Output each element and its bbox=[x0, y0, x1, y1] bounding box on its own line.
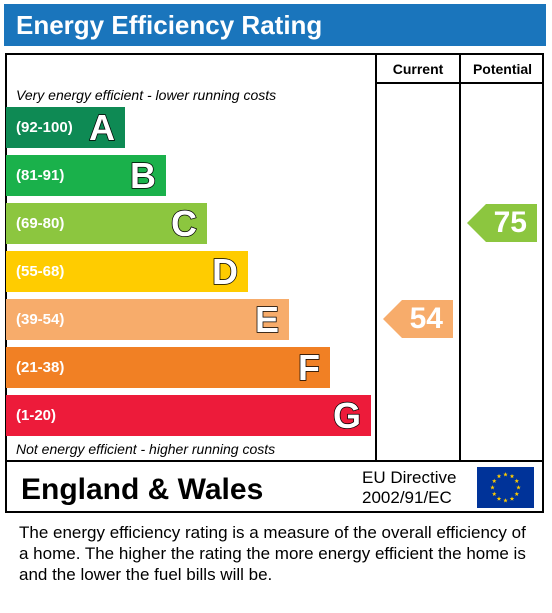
eu-directive: EU Directive 2002/91/EC bbox=[362, 468, 456, 508]
directive-line-1: EU Directive bbox=[362, 468, 457, 487]
band-d: (55-68) D bbox=[6, 250, 248, 293]
band-letter: F bbox=[297, 346, 321, 389]
directive-line-2: 2002/91/EC bbox=[362, 488, 452, 507]
band-range-label: (21-38) bbox=[16, 359, 65, 376]
eu-star-icon bbox=[491, 491, 497, 496]
potential-rating-arrow-value: 75 bbox=[493, 206, 527, 239]
band-range-label: (39-54) bbox=[16, 311, 65, 328]
band-range-label: (69-80) bbox=[16, 215, 65, 232]
potential-rating-arrow: 75 bbox=[467, 204, 537, 242]
region-label: England & Wales bbox=[21, 473, 264, 506]
eu-star-icon bbox=[496, 473, 502, 479]
band-g: (1-20) G bbox=[6, 394, 371, 437]
description-text: The energy efficiency rating is a measur… bbox=[19, 523, 526, 584]
band-range-label: (92-100) bbox=[16, 119, 73, 136]
eu-star-icon bbox=[491, 478, 497, 483]
column-header-divider bbox=[376, 82, 544, 84]
band-range-label: (81-91) bbox=[16, 167, 65, 184]
band-b: (81-91) B bbox=[6, 154, 166, 197]
eu-star-icon bbox=[509, 473, 515, 479]
column-header-potential: Potential bbox=[472, 61, 533, 77]
band-range-label: (1-20) bbox=[16, 407, 57, 424]
band-e: (39-54) E bbox=[6, 298, 289, 341]
band-a: (92-100) A bbox=[6, 106, 125, 149]
top-note: Very energy efficient - lower running co… bbox=[16, 87, 277, 103]
band-c: (69-80) C bbox=[6, 202, 207, 245]
eu-star-icon bbox=[503, 472, 508, 477]
band-letter: C bbox=[170, 202, 198, 245]
footer-bar bbox=[5, 462, 544, 513]
title-banner: Energy Efficiency Rating bbox=[4, 4, 546, 46]
band-range-label: (55-68) bbox=[16, 263, 65, 280]
eu-flag-icon bbox=[477, 467, 534, 508]
current-rating-arrow: 54 bbox=[383, 300, 453, 338]
eu-star-icon bbox=[509, 496, 515, 501]
band-letter: A bbox=[88, 106, 116, 149]
band-letter: B bbox=[129, 154, 157, 197]
column-divider-potential bbox=[459, 53, 461, 462]
eu-star-icon bbox=[514, 478, 520, 483]
eu-star-icon bbox=[503, 498, 508, 503]
column-header-current: Current bbox=[392, 61, 444, 77]
chart-title: Energy Efficiency Rating bbox=[16, 10, 323, 40]
band-f: (21-38) F bbox=[6, 346, 330, 389]
column-divider-current bbox=[375, 53, 377, 462]
eu-star-icon bbox=[490, 485, 495, 490]
band-letter: D bbox=[211, 250, 239, 293]
eu-star-icon bbox=[496, 496, 502, 501]
eu-star-icon bbox=[516, 485, 521, 490]
current-rating-arrow-value: 54 bbox=[409, 302, 443, 335]
bottom-note: Not energy efficient - higher running co… bbox=[16, 441, 276, 457]
band-letter: G bbox=[332, 394, 362, 437]
eu-star-icon bbox=[514, 491, 520, 496]
band-letter: E bbox=[254, 298, 280, 341]
